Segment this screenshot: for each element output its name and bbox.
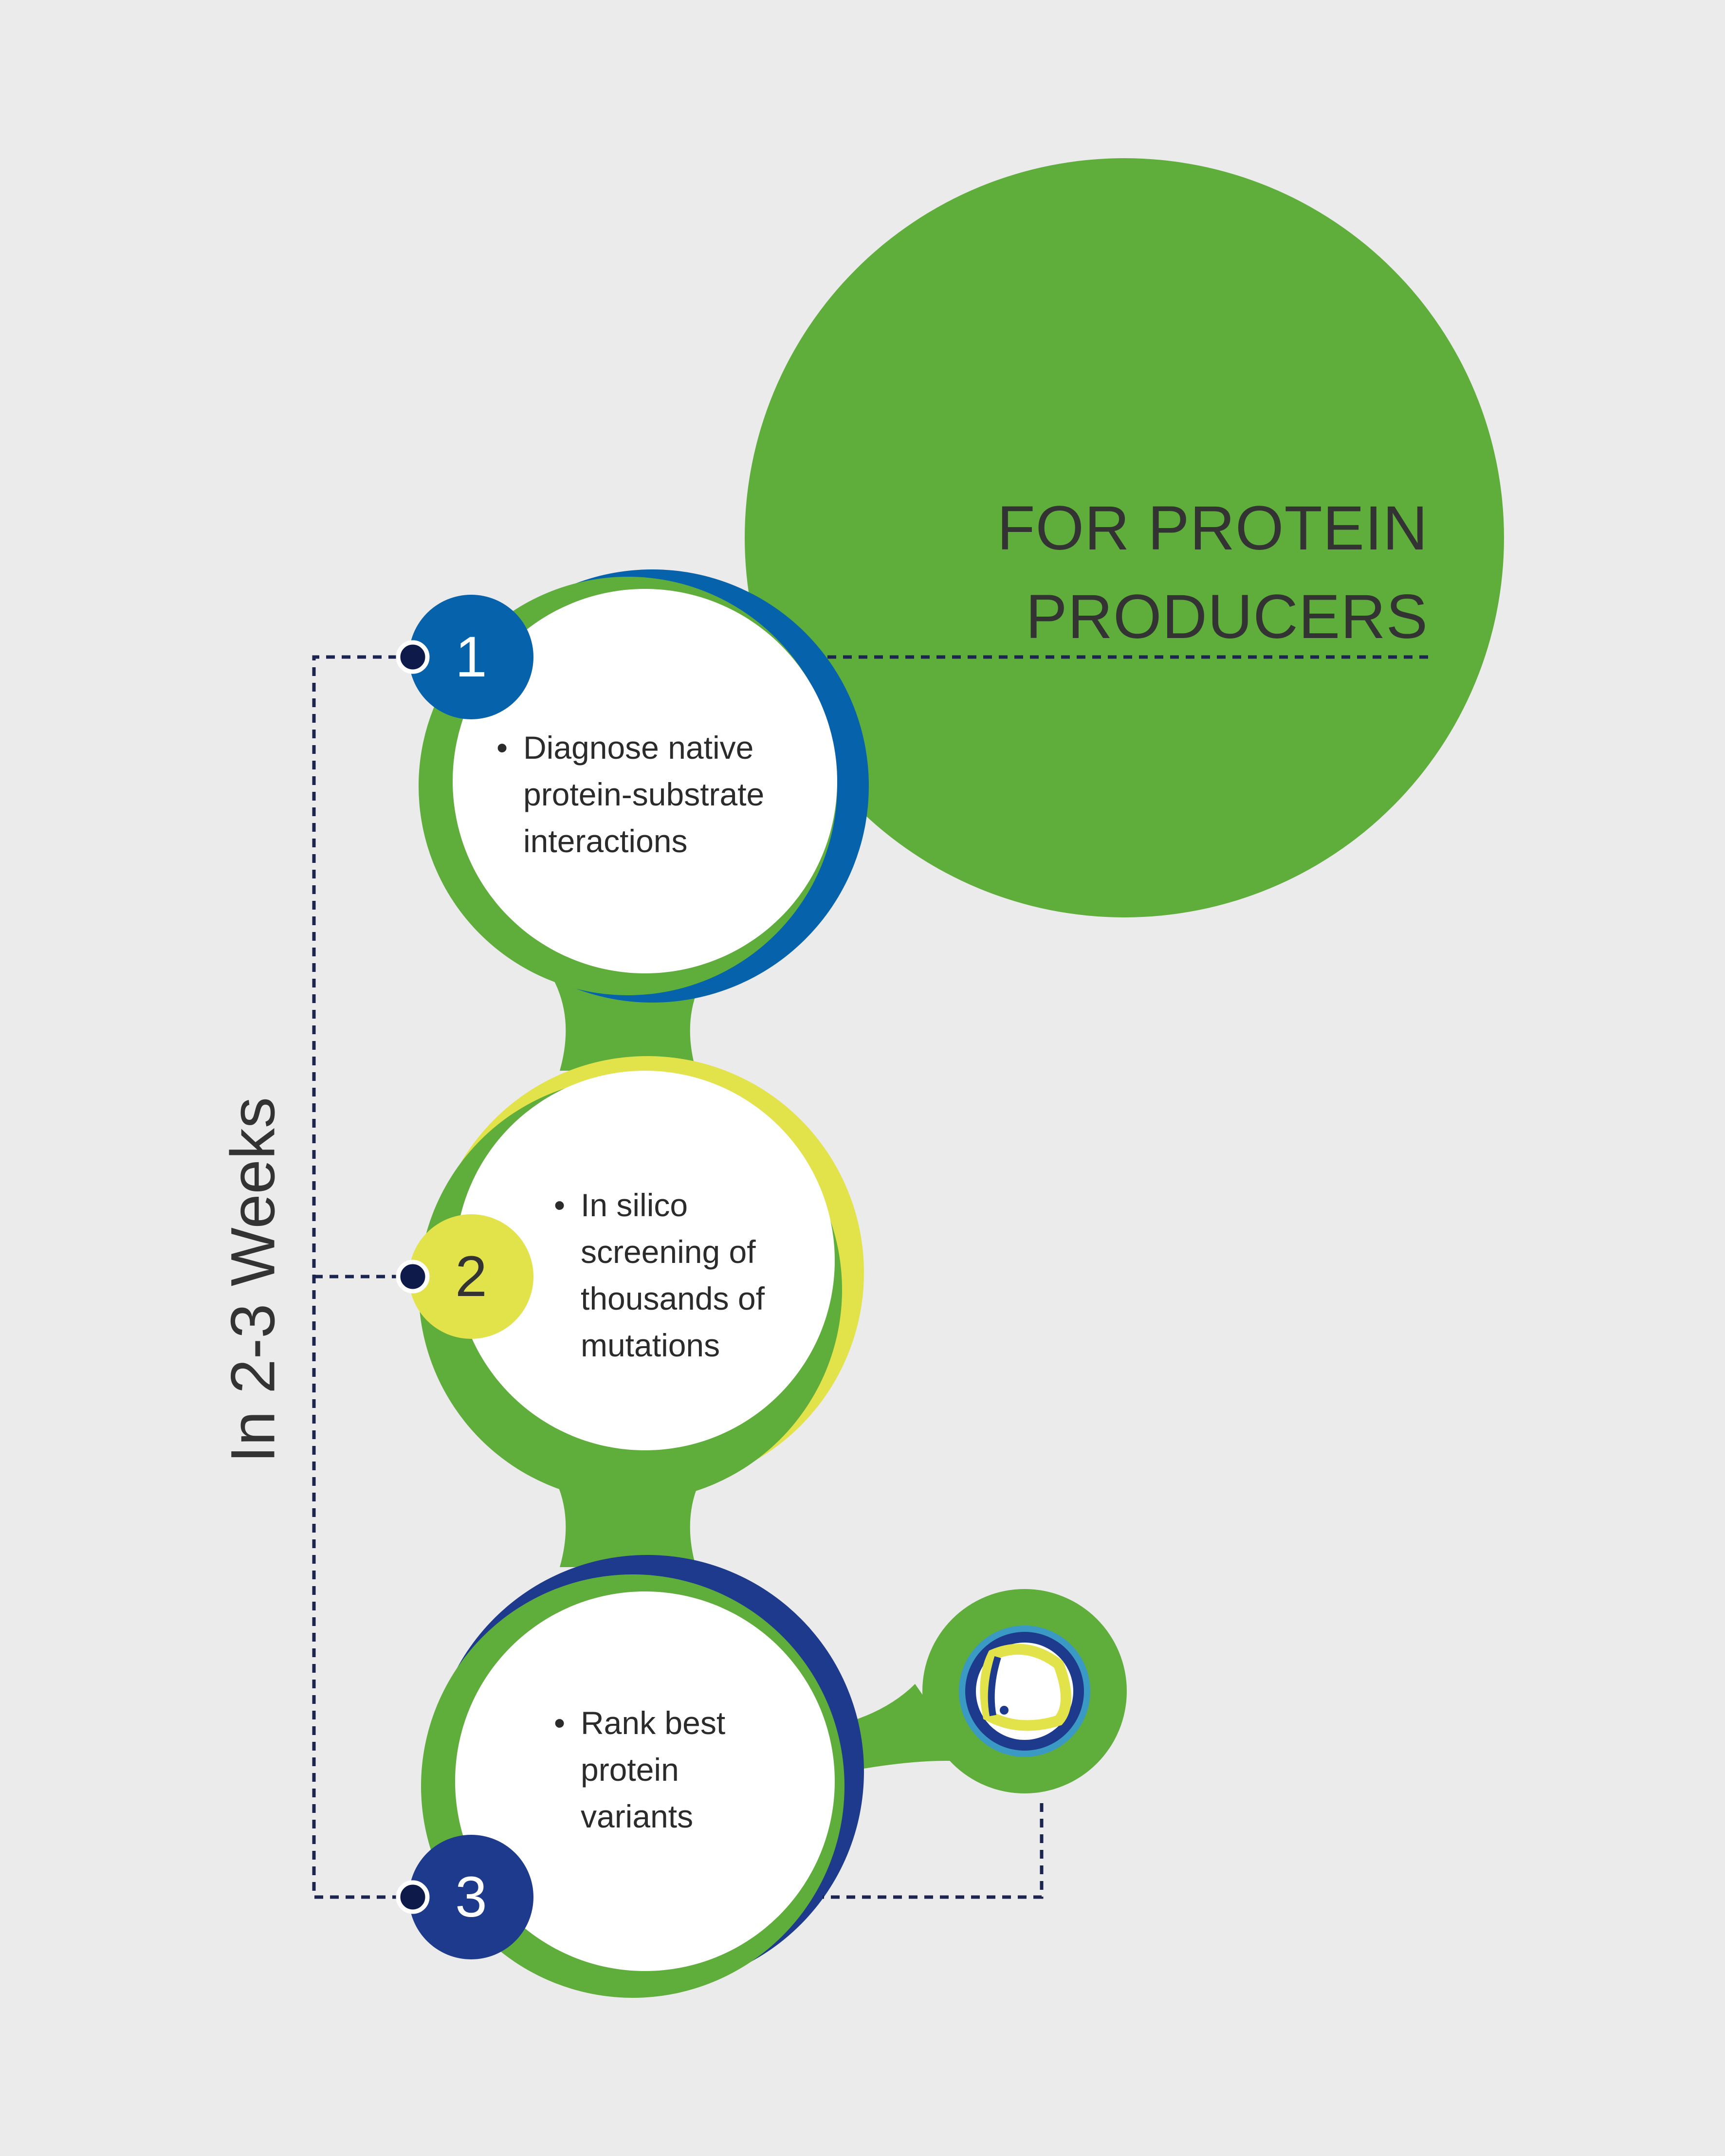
timeline-dot-1 [396, 640, 430, 674]
title-line-1: FOR PROTEIN [997, 493, 1428, 563]
step-3-text: • Rank best protein variants [554, 1699, 921, 1840]
title-line-2: PRODUCERS [1026, 582, 1428, 652]
step-3-line: variants [581, 1798, 694, 1834]
step-1-badge [409, 595, 533, 719]
timeline-dot-2 [396, 1260, 430, 1294]
bullet: • [496, 730, 508, 766]
step-3-number: 3 [455, 1865, 487, 1929]
step-3-line: Rank best [581, 1705, 726, 1741]
step-1-white-disc [453, 589, 837, 973]
timeline-label: In 2-3 Weeks [218, 1097, 288, 1463]
protein-structure-icon [922, 1589, 1127, 1793]
title-circle [745, 158, 1504, 917]
step-1-line: interactions [523, 823, 688, 859]
bullet: • [554, 1705, 566, 1741]
timeline-dot-3 [396, 1880, 430, 1914]
step-3-line: protein [581, 1752, 679, 1788]
step-1-line: protein-substrate [523, 776, 765, 812]
bubble-connector [823, 1803, 1044, 1899]
step-2-number: 2 [455, 1244, 487, 1309]
step-2-line: screening of [581, 1234, 756, 1270]
step-1-text: • Diagnose native protein-substrate inte… [496, 724, 864, 864]
step-3-badge [409, 1835, 533, 1959]
step-1-number: 1 [455, 625, 487, 689]
page-title: FOR PROTEIN PRODUCERS [997, 484, 1428, 661]
step-2-text: • In silico screening of thousands of mu… [554, 1182, 921, 1369]
step-2-line: mutations [581, 1327, 720, 1363]
bullet: • [554, 1187, 566, 1223]
step-2-badge [409, 1214, 533, 1339]
step-1-line: Diagnose native [523, 730, 754, 766]
step-3-white-disc [455, 1591, 835, 1971]
step-2-white-disc [455, 1071, 835, 1450]
step-2-line: thousands of [581, 1280, 765, 1316]
step-2-line: In silico [581, 1187, 688, 1223]
